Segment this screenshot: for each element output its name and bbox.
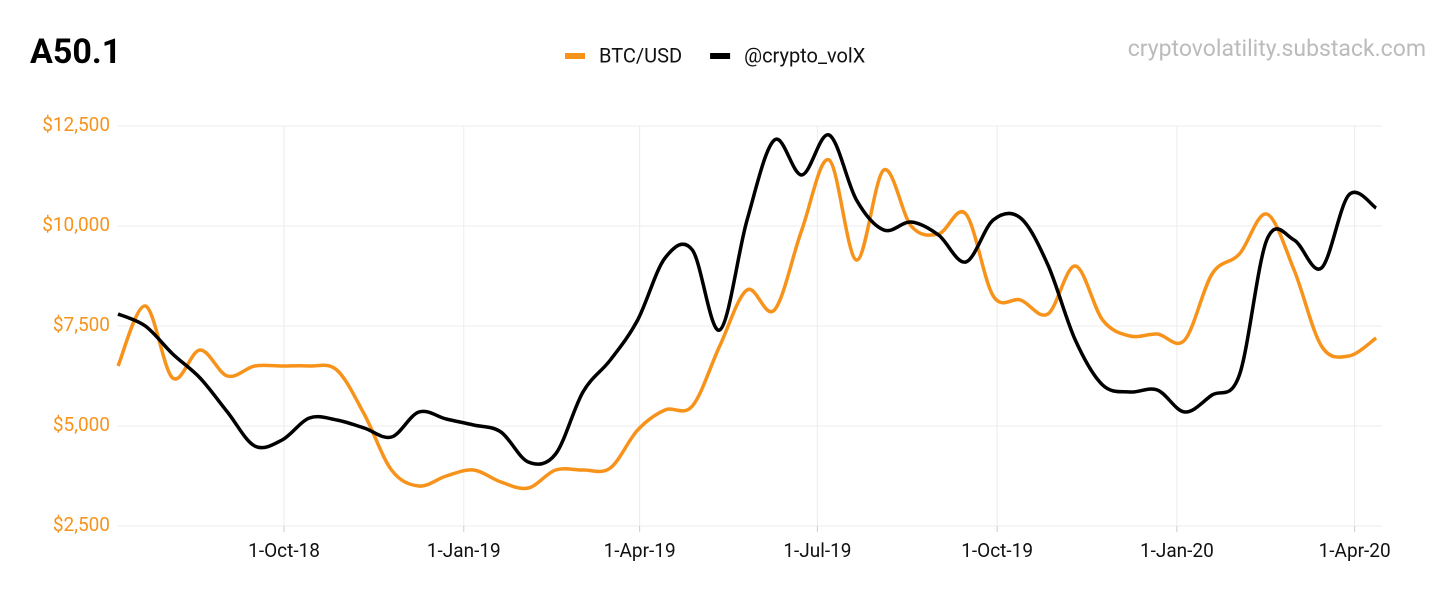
chart-title: A50.1 (30, 32, 121, 72)
x-tick-label: 1-Jul-19 (783, 539, 851, 562)
source-label: cryptovolatility.substack.com (1128, 35, 1426, 62)
legend-label: @crypto_volX (744, 43, 866, 67)
x-tick-label: 1-Oct-19 (961, 539, 1033, 562)
series-line (116, 158, 1378, 491)
series-line (117, 133, 1378, 466)
y-tick-label: $5,000 (53, 413, 110, 436)
x-tick-label: 1-Jan-19 (427, 539, 501, 562)
x-tick-label: 1-Jan-20 (1140, 539, 1214, 562)
y-tick-label: $12,500 (42, 113, 110, 136)
y-tick-label: $7,500 (53, 313, 110, 336)
y-tick-label: $2,500 (53, 513, 110, 536)
x-tick-label: 1-Apr-20 (1319, 539, 1391, 562)
y-tick-label: $10,000 (42, 213, 110, 236)
x-tick-label: 1-Oct-18 (248, 539, 320, 562)
x-tick-label: 1-Apr-19 (604, 539, 676, 562)
legend-label: BTC/USD (599, 43, 682, 67)
